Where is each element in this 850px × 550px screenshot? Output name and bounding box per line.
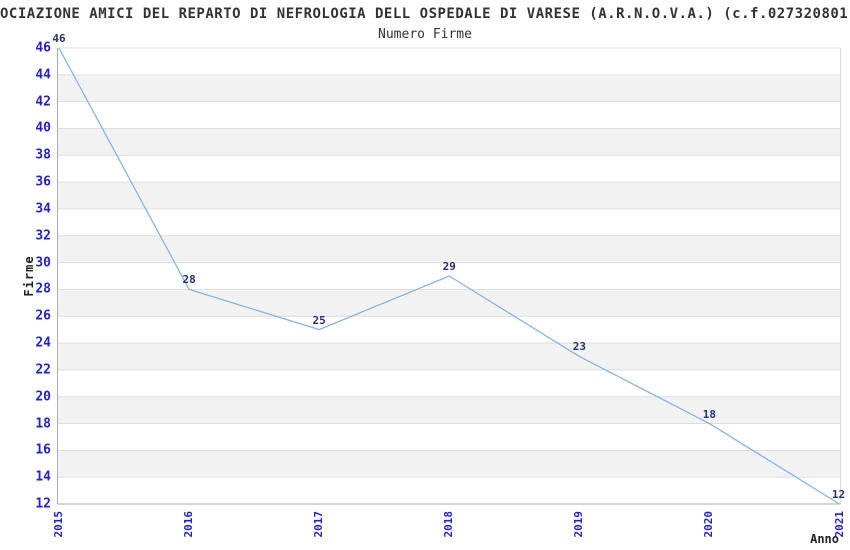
y-tick-label: 20 (35, 389, 51, 405)
plot-band-row (57, 235, 841, 263)
chart-subtitle: Numero Firme (378, 27, 472, 42)
plot-band-row (57, 182, 841, 209)
value-label: 12 (831, 488, 846, 501)
y-tick-label: 12 (35, 496, 51, 512)
y-tick-label: 30 (35, 255, 51, 271)
x-tick-label: 2016 (182, 511, 196, 538)
value-label: 28 (182, 273, 196, 287)
value-label: 25 (312, 313, 326, 327)
y-tick-label: 22 (35, 362, 51, 378)
y-tick-label: 42 (35, 94, 51, 110)
value-label: 29 (442, 260, 456, 273)
value-label: 18 (702, 407, 717, 421)
y-tick-label: 26 (35, 308, 51, 324)
x-axis-title: Anno (810, 532, 839, 546)
y-tick-label: 36 (35, 174, 51, 190)
x-tick-label: 2018 (442, 511, 456, 538)
y-tick-label: 24 (35, 335, 51, 351)
chart-title: OCIAZIONE AMICI DEL REPARTO DI NEFROLOGI… (0, 7, 849, 22)
x-tick-label: 2021 (832, 511, 846, 538)
series-line-numero-firme (58, 47, 840, 505)
y-tick-label: 18 (35, 416, 51, 432)
x-tick-label: 2015 (52, 511, 65, 538)
y-tick-label: 38 (35, 147, 51, 163)
plot-band-row (57, 289, 841, 317)
y-tick-label: 40 (35, 120, 51, 136)
y-tick-label: 32 (35, 228, 51, 244)
y-tick-label: 46 (35, 40, 51, 56)
y-tick-label: 16 (35, 442, 51, 458)
y-tick-label: 44 (35, 67, 51, 83)
x-tick-label: 2019 (572, 511, 586, 538)
plot-band-row (57, 450, 841, 478)
y-tick-label: 14 (35, 469, 51, 485)
y-tick-label: 34 (35, 201, 51, 217)
x-tick-label: 2017 (312, 511, 326, 538)
x-tick-label: 2020 (702, 511, 716, 538)
plot-band-row (57, 343, 841, 370)
plot-band-row (57, 74, 841, 102)
plot-band-row (57, 396, 841, 424)
y-tick-label: 28 (35, 281, 51, 297)
value-label: 46 (52, 32, 66, 45)
value-label: 23 (572, 340, 586, 354)
plot-band-row (57, 128, 841, 156)
